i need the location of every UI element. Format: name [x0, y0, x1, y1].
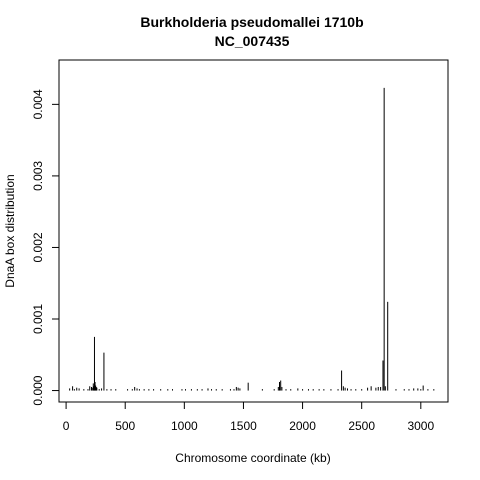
- x-tick-label: 500: [115, 419, 135, 433]
- bars-layer: [69, 87, 435, 391]
- x-axis-label: Chromosome coordinate (kb): [175, 451, 330, 465]
- x-tick-label: 1000: [171, 419, 198, 433]
- chart-title-line-1: Burkholderia pseudomallei 1710b: [140, 14, 363, 30]
- x-tick-label: 0: [63, 419, 70, 433]
- y-axis-label: DnaA box distribution: [3, 174, 17, 287]
- x-tick-label: 2500: [348, 419, 375, 433]
- y-tick-label: 0.000: [31, 375, 45, 405]
- x-tick-label: 2000: [289, 419, 316, 433]
- x-tick-label: 3000: [407, 419, 434, 433]
- y-tick-label: 0.001: [31, 304, 45, 334]
- plot-frame: [58, 59, 449, 403]
- y-tick-label: 0.004: [31, 89, 45, 119]
- y-tick-label: 0.002: [31, 232, 45, 262]
- y-axis: 0.000 0.001 0.002 0.003 0.004: [31, 89, 60, 406]
- y-tick-label: 0.003: [31, 161, 45, 191]
- x-axis: 0 500 1000 1500 2000 2500 3000: [63, 401, 434, 433]
- x-tick-label: 1500: [230, 419, 257, 433]
- chart-title-line-2: NC_007435: [215, 33, 290, 49]
